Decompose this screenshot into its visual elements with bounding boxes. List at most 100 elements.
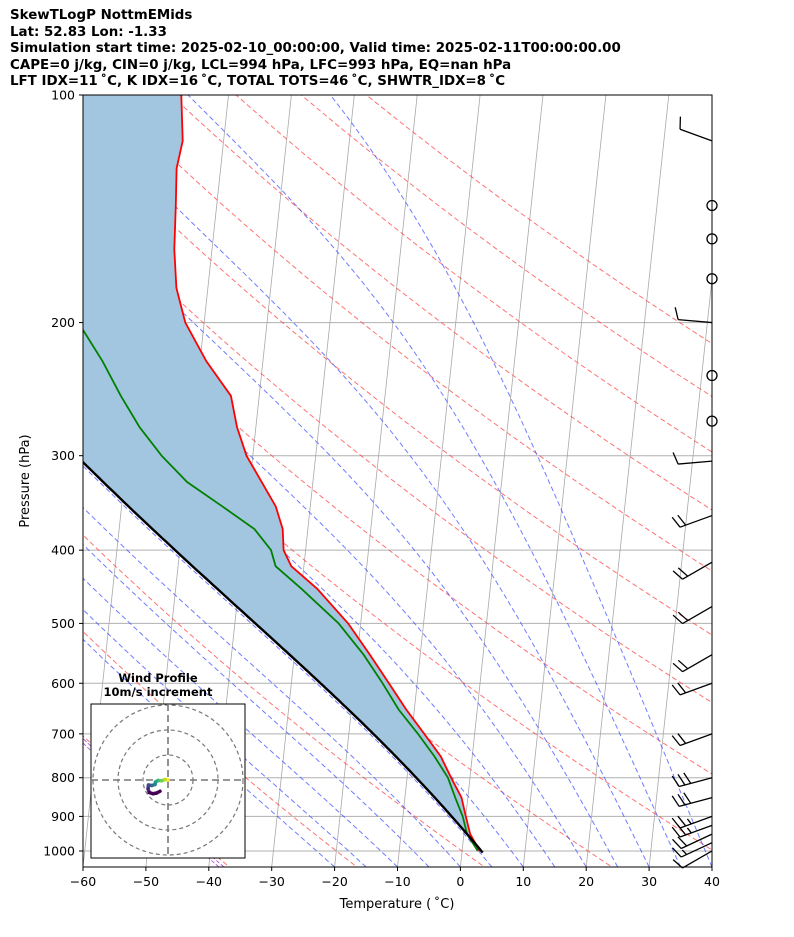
barb-flag bbox=[672, 452, 679, 465]
hodograph-segment bbox=[155, 789, 162, 795]
x-tick-label: 10 bbox=[515, 874, 531, 889]
barb-flag bbox=[683, 772, 692, 784]
cape-line: CAPE=0 j/kg, CIN=0 j/kg, LCL=994 hPa, LF… bbox=[10, 57, 512, 73]
barb-flag bbox=[672, 847, 682, 858]
dry-adiabat-line bbox=[300, 95, 712, 398]
moist-adiabat-line bbox=[83, 113, 650, 867]
barb-staff bbox=[679, 824, 713, 838]
wind-barb bbox=[671, 733, 713, 747]
wind-barb bbox=[679, 116, 713, 142]
moist-adiabat-line bbox=[330, 95, 712, 867]
y-axis-title: Pressure (hPa) bbox=[18, 434, 33, 527]
y-tick-label: 400 bbox=[51, 543, 75, 558]
isotherm-line bbox=[775, 95, 794, 867]
x-tick-label: −40 bbox=[196, 874, 222, 889]
wind-barb bbox=[706, 415, 718, 427]
barb-staff bbox=[678, 460, 713, 465]
parcel-path-line bbox=[83, 460, 484, 854]
wind-barb bbox=[672, 606, 713, 625]
y-tick-label: 700 bbox=[51, 726, 75, 741]
x-tick-label: 30 bbox=[641, 874, 657, 889]
wind-barb bbox=[672, 561, 713, 580]
barb-flag bbox=[672, 570, 683, 580]
calm-wind-circle bbox=[706, 233, 718, 245]
x-tick-label: 0 bbox=[456, 874, 464, 889]
dewpoint-line bbox=[83, 328, 479, 852]
barb-half-flag bbox=[686, 818, 692, 825]
barb-flag bbox=[677, 567, 689, 577]
wind-barb bbox=[672, 654, 713, 673]
barb-staff bbox=[680, 833, 713, 850]
barb-flag bbox=[672, 859, 683, 869]
dry-adiabat-line bbox=[235, 95, 712, 453]
axis-ticks: −60 −50 −40 −30 −20 −10 0 10 20 30 40 1000 900 800 700… bbox=[43, 88, 720, 890]
barb-half-flag bbox=[686, 827, 692, 834]
barb-staff bbox=[682, 561, 713, 580]
temperature-line bbox=[173, 95, 481, 852]
barb-staff bbox=[682, 606, 713, 625]
wind-barbs bbox=[671, 116, 718, 869]
y-tick-label: 100 bbox=[51, 88, 75, 103]
barb-flag bbox=[671, 516, 681, 528]
x-tick-label: −50 bbox=[133, 874, 159, 889]
wind-barb bbox=[672, 842, 713, 858]
dry-adiabat-line bbox=[83, 534, 486, 867]
wind-barb bbox=[672, 452, 713, 465]
barb-flag bbox=[671, 775, 680, 787]
wind-barb bbox=[706, 273, 718, 285]
barb-flag bbox=[677, 514, 687, 526]
wind-barb bbox=[671, 772, 713, 788]
barb-flag bbox=[677, 659, 689, 670]
wind-barb bbox=[671, 792, 713, 808]
wind-barb bbox=[706, 199, 718, 212]
barb-staff bbox=[679, 514, 713, 528]
barb-staff bbox=[682, 654, 713, 673]
wind-barb bbox=[671, 815, 713, 829]
chart-title: SkewTLogP NottmEMids bbox=[10, 8, 193, 23]
barb-staff bbox=[678, 777, 713, 788]
wind-barb bbox=[672, 850, 713, 869]
moist-adiabat-line bbox=[83, 465, 493, 867]
y-tick-label: 900 bbox=[51, 809, 75, 824]
inset-title-line2: 10m/s increment bbox=[104, 685, 213, 699]
y-tick-label: 200 bbox=[51, 315, 75, 330]
isotherm-line bbox=[648, 275, 712, 867]
barb-flag bbox=[677, 733, 687, 744]
barb-staff bbox=[678, 318, 713, 324]
wind-barb bbox=[706, 233, 718, 245]
moist-adiabat-line bbox=[83, 543, 430, 867]
moist-adiabat-line bbox=[83, 608, 367, 867]
barb-staff bbox=[678, 796, 713, 808]
barb-flag bbox=[672, 662, 683, 673]
time-line: Simulation start time: 2025-02-10_00:00:… bbox=[10, 41, 621, 56]
barb-flag bbox=[677, 774, 686, 786]
y-tick-label: 500 bbox=[51, 616, 75, 631]
wind-barb bbox=[671, 824, 713, 838]
moist-adiabat-line bbox=[83, 361, 556, 867]
location-line: Lat: 52.83 Lon: -1.33 bbox=[10, 24, 167, 40]
moist-adiabat-line bbox=[83, 506, 461, 867]
moist-adiabat-line bbox=[187, 95, 681, 867]
barb-flag bbox=[671, 795, 680, 807]
barb-flag bbox=[671, 826, 681, 838]
isotherm-line bbox=[711, 863, 712, 867]
x-tick-label: 40 bbox=[704, 874, 720, 889]
moist-adiabat-line bbox=[83, 417, 524, 867]
wind-barb bbox=[674, 307, 713, 324]
inset-title-line1: Wind Profile bbox=[118, 671, 198, 685]
dry-adiabat-line bbox=[83, 137, 712, 636]
wind-barb bbox=[672, 833, 713, 850]
barb-flag bbox=[671, 735, 681, 746]
wind-barb bbox=[671, 682, 713, 696]
wind-barb bbox=[671, 514, 713, 528]
calm-wind-circle bbox=[706, 273, 718, 285]
chart-header: SkewTLogP NottmEMids Lat: 52.83 Lon: -1.… bbox=[10, 8, 621, 91]
x-tick-label: −20 bbox=[321, 874, 347, 889]
barb-flag bbox=[677, 815, 687, 827]
y-tick-label: 300 bbox=[51, 448, 75, 463]
moist-adiabat-line bbox=[83, 638, 335, 867]
isotherm-line bbox=[585, 95, 670, 867]
y-tick-label: 600 bbox=[51, 676, 75, 691]
